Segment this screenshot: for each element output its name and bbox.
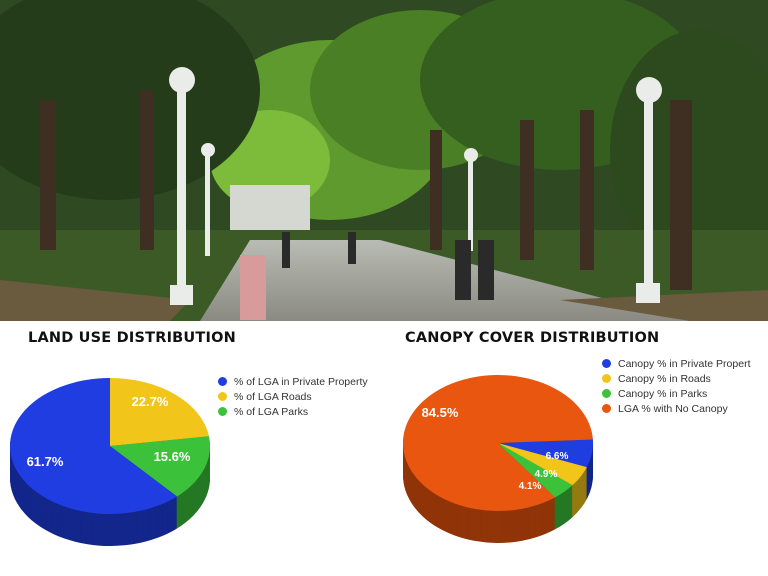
land-use-pie: 22.7% 15.6% 61.7% <box>9 378 210 546</box>
legend-swatch <box>218 392 227 401</box>
canopy-pie: 6.6% 4.9%4.1% 84.5% <box>403 375 593 543</box>
slice-data-label: 61.7% <box>27 454 64 469</box>
legend-item: Canopy % in Roads <box>602 371 752 386</box>
legend-item: % of LGA Parks <box>218 404 368 419</box>
land-use-legend: % of LGA in Private Property % of LGA Roa… <box>218 374 368 419</box>
pie-slice <box>498 443 587 486</box>
land-use-title: LAND USE DISTRIBUTION <box>28 330 236 346</box>
legend-item: Canopy % in Parks <box>602 386 752 401</box>
legend-swatch <box>602 404 611 413</box>
legend-label: % of LGA Roads <box>234 390 312 403</box>
canopy-legend: Canopy % in Private Propert Canopy % in R… <box>602 356 752 416</box>
legend-item: LGA % with No Canopy <box>602 401 752 416</box>
slice-data-label: 4.9% <box>535 469 558 480</box>
legend-item: % of LGA Roads <box>218 389 368 404</box>
legend-swatch <box>602 359 611 368</box>
legend-swatch <box>602 389 611 398</box>
legend-label: Canopy % in Parks <box>618 387 708 400</box>
slice-data-label: 22.7% <box>132 394 169 409</box>
legend-label: % of LGA Parks <box>234 405 309 418</box>
park-avenue-photo <box>0 0 768 321</box>
legend-label: % of LGA in Private Property <box>234 375 368 388</box>
legend-item: % of LGA in Private Property <box>218 374 368 389</box>
slice-data-label: 84.5% <box>422 405 459 420</box>
slice-data-label: 15.6% <box>154 449 191 464</box>
pie-charts: 22.7% 15.6% 61.7% 6.6% 4.9%4.1% 84.5% <box>9 375 593 546</box>
pie-slice <box>403 375 593 512</box>
pie-slice <box>498 439 593 468</box>
legend-label: LGA % with No Canopy <box>618 402 728 415</box>
slice-data-label: 6.6% <box>546 451 569 462</box>
slice-data-label: 4.1% <box>519 481 542 492</box>
legend-swatch <box>218 407 227 416</box>
legend-item: Canopy % in Private Propert <box>602 356 752 371</box>
pie-slice <box>110 378 209 446</box>
legend-label: Canopy % in Roads <box>618 372 711 385</box>
legend-swatch <box>218 377 227 386</box>
pie-slice <box>110 436 210 497</box>
legend-label: Canopy % in Private Propert <box>618 357 751 370</box>
pie-slice <box>9 378 178 514</box>
canopy-cover-title: CANOPY COVER DISTRIBUTION <box>405 330 660 346</box>
legend-swatch <box>602 374 611 383</box>
pie-slice <box>498 443 573 498</box>
